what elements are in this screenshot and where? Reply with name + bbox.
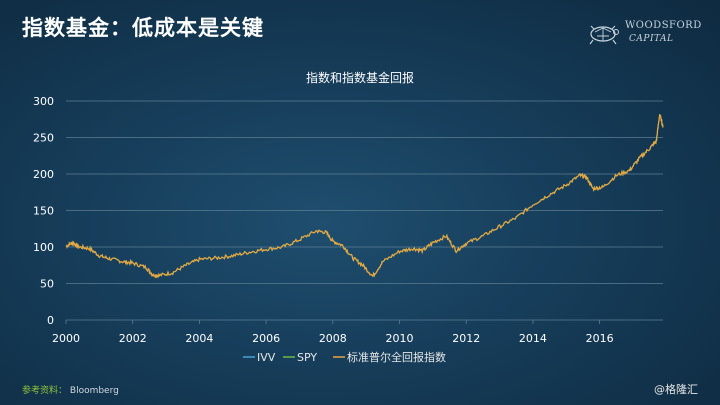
logo-text-line1: WOODSFORD [625,20,702,31]
x-tick-label: 2010 [386,332,414,345]
company-logo: WOODSFORD CAPITAL [585,18,705,50]
x-tick-label: 2012 [452,332,480,345]
turtle-logo-icon [589,25,619,45]
source-note: 参考资料： Bloomberg [22,383,119,396]
chart-legend: IVV SPY 标准普尔全回报指数 [243,350,446,364]
y-tick-label: 250 [33,132,54,145]
legend-label: 标准普尔全回报指数 [347,350,446,364]
y-tick-label: 300 [33,95,54,108]
chart-series [65,114,664,279]
watermark: @格隆汇 [654,383,698,396]
series-line-index [65,114,664,279]
y-tick-label: 200 [33,168,54,181]
y-axis: 0 50 100 150 200 250 300 [33,95,54,327]
x-axis: 2000 2002 2004 2006 2008 2010 2012 2014 2016 [52,320,614,345]
series-line-ivv [65,114,664,279]
y-tick-label: 100 [33,241,54,254]
x-tick-label: 2006 [252,332,280,345]
x-tick-label: 2004 [185,332,213,345]
logo-text-line2: CAPITAL [629,34,674,44]
x-tick-label: 2000 [52,332,80,345]
legend-label: IVV [257,351,276,364]
x-tick-label: 2002 [119,332,147,345]
x-tick-label: 2014 [519,332,547,345]
slide-title: 指数基金：低成本是关键 [22,16,264,40]
y-tick-label: 0 [47,314,54,327]
chart-grid [66,100,663,321]
x-tick-label: 2008 [319,332,347,345]
x-tick-label: 2016 [586,332,614,345]
y-tick-label: 150 [33,205,54,218]
source-label: 参考资料： [22,386,68,396]
source-value: Bloomberg [69,386,119,396]
y-tick-label: 50 [40,278,54,291]
series-line-spy [65,114,664,279]
chart-title: 指数和指数基金回报 [306,70,414,85]
legend-label: SPY [297,351,317,364]
